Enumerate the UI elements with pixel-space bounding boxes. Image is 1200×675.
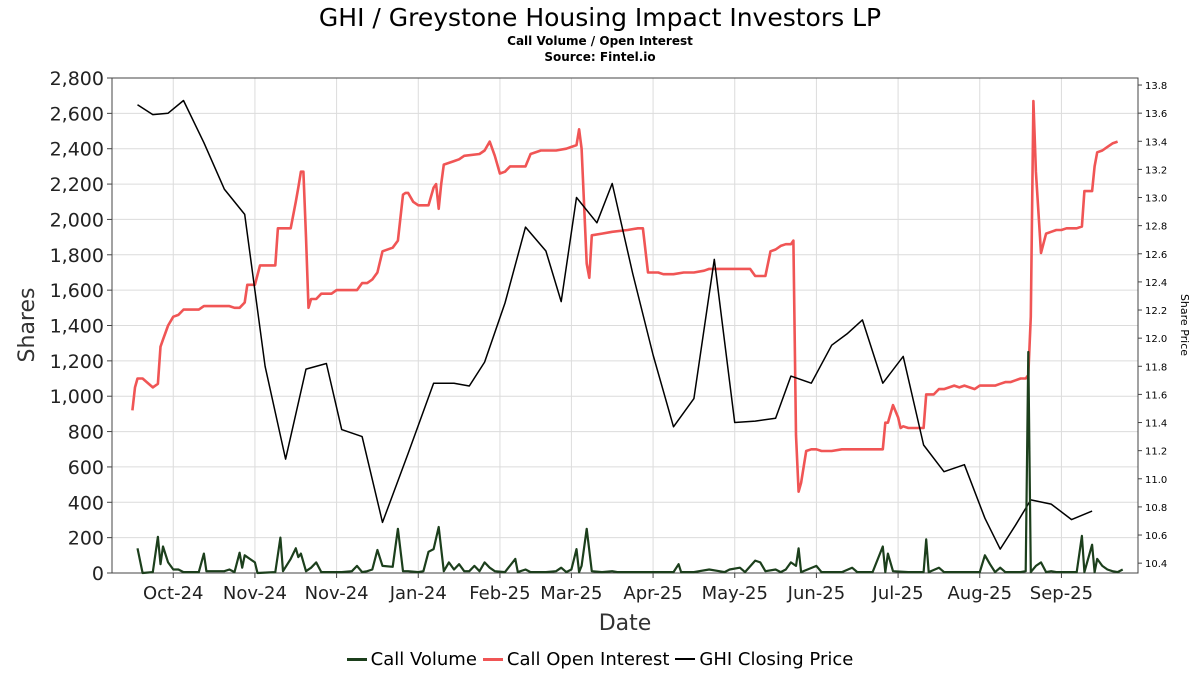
x-axis-label: Date — [599, 611, 652, 636]
y2-tick-label: 13.6 — [1145, 109, 1167, 120]
y-tick-label: 400 — [68, 492, 104, 514]
y-tick-label: 1,600 — [50, 280, 104, 302]
x-tick-label: Jul-25 — [872, 583, 924, 604]
y2-tick-label: 13.4 — [1145, 137, 1167, 148]
series-line-call-volume — [136, 350, 1124, 575]
y2-tick-label: 13.8 — [1145, 81, 1167, 92]
y2-tick-label: 11.6 — [1145, 390, 1167, 401]
legend-item-call-volume: Call Volume — [346, 648, 477, 670]
legend-label-call-volume: Call Volume — [370, 648, 477, 670]
chart-title: GHI / Greystone Housing Impact Investors… — [318, 3, 882, 32]
y-tick-label: 2,600 — [50, 103, 104, 125]
x-tick-label: Feb-25 — [469, 583, 530, 604]
legend-item-closing-price: GHI Closing Price — [675, 649, 853, 670]
x-tick-label: Apr-25 — [623, 583, 682, 604]
tick-layer: 0 200 400 600 800 1,000 1,200 1,400 1,600 1,800 2,… — [50, 68, 1168, 604]
y2-tick-label: 11.0 — [1145, 475, 1167, 486]
y2-tick-label: 11.8 — [1145, 362, 1167, 373]
legend-item-call-open-interest: Call Open Interest — [482, 648, 670, 670]
y-tick-label: 2,200 — [50, 174, 104, 196]
y2-tick-label: 12.0 — [1145, 334, 1167, 345]
y-axis-label: Shares — [15, 288, 40, 363]
x-tick-label: Aug-25 — [947, 583, 1012, 604]
chart-source: Source: Fintel.io — [544, 50, 656, 64]
y2-axis-label: Share Price — [1178, 294, 1191, 356]
y-tick-label: 1,800 — [50, 245, 104, 267]
legend: Call Volume Call Open Interest GHI Closi… — [0, 647, 1200, 671]
y-tick-label: 1,200 — [50, 351, 104, 373]
y2-tick-label: 12.2 — [1145, 306, 1167, 317]
y-tick-label: 0 — [92, 563, 104, 585]
y2-tick-label: 13.2 — [1145, 165, 1167, 176]
y2-tick-label: 10.8 — [1145, 503, 1167, 514]
legend-swatch-closing-price — [675, 658, 696, 660]
series-layer — [131, 99, 1124, 575]
y2-tick-label: 12.4 — [1145, 278, 1167, 289]
x-tick-label: Mar-25 — [540, 583, 602, 604]
x-tick-label: Oct-24 — [143, 583, 204, 604]
legend-swatch-call-volume — [346, 657, 367, 661]
x-tick-label: Jun-25 — [787, 583, 846, 604]
series-line-call-open-interest — [131, 99, 1119, 493]
chart-subtitle: Call Volume / Open Interest — [507, 34, 693, 48]
x-tick-label: Nov-24 — [305, 583, 369, 604]
y-tick-label: 600 — [68, 457, 104, 479]
grid — [112, 77, 1138, 574]
y2-tick-label: 11.2 — [1145, 447, 1167, 458]
x-tick-label: Sep-25 — [1030, 583, 1093, 604]
x-tick-label: May-25 — [702, 583, 768, 604]
legend-swatch-call-open-interest — [482, 657, 503, 661]
legend-label-call-open-interest: Call Open Interest — [506, 648, 670, 670]
x-tick-label: Jan-24 — [389, 583, 447, 604]
y-tick-label: 2,000 — [50, 209, 104, 231]
legend-label-closing-price: GHI Closing Price — [699, 648, 854, 670]
y2-tick-label: 12.6 — [1145, 250, 1167, 261]
y-tick-label: 800 — [68, 422, 104, 444]
y-tick-label: 200 — [68, 528, 104, 550]
y-tick-label: 1,400 — [50, 316, 104, 338]
y-tick-label: 2,800 — [50, 68, 104, 90]
y2-tick-label: 10.4 — [1145, 559, 1167, 570]
y2-tick-label: 12.8 — [1145, 222, 1167, 233]
series-line-ghi-closing-price — [137, 99, 1093, 550]
y-tick-label: 2,400 — [50, 139, 104, 161]
y2-tick-label: 13.0 — [1145, 194, 1167, 205]
y2-tick-label: 11.4 — [1145, 419, 1167, 430]
x-tick-label: Nov-24 — [223, 583, 287, 604]
y2-tick-label: 10.6 — [1145, 531, 1167, 542]
y-tick-label: 1,000 — [50, 386, 104, 408]
